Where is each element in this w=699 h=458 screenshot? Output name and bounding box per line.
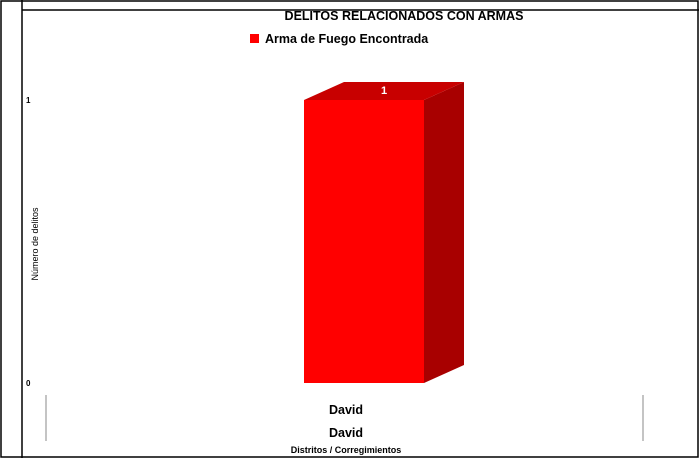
x-axis-label: Distritos / Corregimientos: [291, 445, 402, 455]
legend-swatch-arma-de-fuego: [250, 34, 259, 43]
bar-side-face: [424, 82, 464, 383]
legend: Arma de Fuego Encontrada: [250, 32, 429, 46]
y-tick-label-1: 1: [26, 96, 31, 105]
data-label-david: 1: [381, 85, 387, 97]
y-tick-label-0: 0: [26, 379, 31, 388]
chart-title: DELITOS RELACIONADOS CON ARMAS: [285, 9, 524, 23]
bar-top-face: [304, 82, 464, 100]
y-axis-label: Número de delitos: [30, 207, 40, 281]
bar-arma-de-fuego-david: [304, 82, 464, 383]
category-group-label-david: David: [329, 426, 363, 440]
bar-front-face: [304, 100, 424, 383]
category-label-david: David: [329, 403, 363, 417]
legend-label-arma-de-fuego: Arma de Fuego Encontrada: [265, 32, 429, 46]
